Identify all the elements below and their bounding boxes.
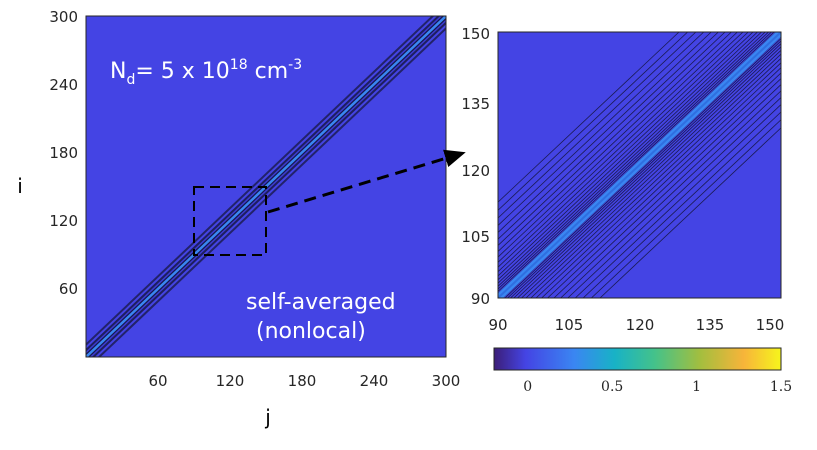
zoom-y-tick-label: 150 — [461, 25, 490, 43]
zoom-x-tick-label: 120 — [626, 316, 655, 334]
density-superscript: 18 — [230, 57, 248, 73]
contour-line — [498, 32, 744, 263]
contour-line — [513, 46, 781, 298]
zoom-y-ticks: 90 105 120 135 150 — [461, 25, 490, 308]
zoom-y-tick-label: 105 — [461, 228, 490, 246]
contour-line — [498, 32, 726, 246]
colorbar: 0 0.5 1 1.5 — [493, 347, 792, 395]
main-y-ticks: 60 120 180 240 300 — [49, 8, 78, 298]
colorbar-tick-label: 1.5 — [770, 379, 792, 395]
method-annotation-line2: (nonlocal) — [256, 319, 366, 344]
zoom-x-tick-label: 90 — [488, 316, 507, 334]
main-x-axis-label: j — [264, 405, 271, 429]
contour-line — [547, 78, 781, 298]
contour-line — [498, 32, 769, 287]
contour-line — [530, 62, 781, 298]
zoom-plot-frame — [497, 31, 782, 299]
zoom-x-tick-label: 105 — [555, 316, 584, 334]
contour-line — [498, 32, 712, 233]
contour-line — [535, 67, 781, 298]
main-heatmap: 60 120 180 240 300 60 120 180 240 300 j … — [17, 8, 460, 429]
contour-line — [498, 32, 749, 268]
method-annotation-line1: self-averaged — [246, 290, 396, 315]
colorbar-gradient — [493, 347, 782, 371]
contour-line — [498, 32, 762, 281]
contour-line — [574, 104, 781, 298]
contour-line — [498, 32, 705, 226]
zoom-contour-band — [498, 32, 781, 298]
zoom-region-box — [193, 186, 267, 256]
contour-line — [498, 32, 754, 273]
density-unit-exponent: -3 — [288, 57, 302, 73]
contour-line — [498, 32, 772, 290]
contour-line — [498, 32, 732, 252]
zoom-x-tick-label: 150 — [756, 316, 785, 334]
main-plot-frame — [85, 15, 447, 358]
main-x-tick-label: 60 — [148, 372, 167, 390]
density-mid: = 5 x 10 — [135, 59, 229, 84]
density-unit: cm — [248, 59, 289, 84]
contour-line — [498, 32, 738, 258]
main-x-tick-label: 120 — [216, 372, 245, 390]
zoom-y-tick-label: 90 — [471, 290, 490, 308]
colorbar-tick-label: 1 — [692, 379, 701, 395]
contour-line — [560, 90, 781, 298]
main-x-tick-label: 300 — [432, 372, 461, 390]
zoom-x-tick-label: 135 — [696, 316, 725, 334]
contour-line — [582, 111, 781, 298]
contour-line — [498, 32, 680, 203]
contour-line — [599, 127, 781, 298]
main-x-ticks: 60 120 180 240 300 — [148, 372, 460, 390]
main-x-tick-label: 180 — [288, 372, 317, 390]
contour-line — [507, 40, 781, 298]
contour-line — [567, 97, 781, 298]
contour-line — [591, 119, 781, 298]
contour-line — [553, 84, 781, 298]
main-y-tick-label: 180 — [49, 144, 78, 162]
density-prefix: N — [110, 59, 126, 84]
contour-line — [525, 57, 781, 298]
density-subscript: d — [126, 72, 135, 88]
zoom-y-tick-label: 135 — [461, 95, 490, 113]
main-y-tick-label: 60 — [59, 280, 78, 298]
colorbar-tick-label: 0 — [523, 379, 532, 395]
contour-line — [541, 72, 781, 298]
contour-line — [498, 32, 758, 277]
contour-line — [521, 53, 781, 298]
colorbar-tick-label: 0.5 — [601, 379, 623, 395]
zoom-x-ticks: 90 105 120 135 150 — [488, 316, 784, 334]
zoom-heatmap: 90 105 120 135 150 90 105 120 135 150 — [461, 25, 784, 334]
contour-line — [498, 32, 697, 219]
main-y-tick-label: 240 — [49, 76, 78, 94]
colorbar-ticks: 0 0.5 1 1.5 — [523, 379, 792, 395]
main-x-tick-label: 240 — [360, 372, 389, 390]
main-y-tick-label: 120 — [49, 212, 78, 230]
main-y-axis-label: i — [17, 174, 23, 198]
contour-line — [510, 43, 781, 298]
contour-line — [498, 32, 775, 293]
contour-line — [498, 32, 766, 284]
zoom-y-tick-label: 120 — [461, 162, 490, 180]
main-y-tick-label: 300 — [49, 8, 78, 26]
contour-line — [498, 32, 781, 298]
zoom-arrow — [267, 149, 466, 214]
density-annotation: Nd= 5 x 1018 cm-3 — [110, 57, 302, 88]
contour-line — [498, 32, 688, 211]
contour-line — [498, 32, 719, 240]
contour-line — [517, 49, 781, 298]
contour-line — [504, 37, 781, 298]
